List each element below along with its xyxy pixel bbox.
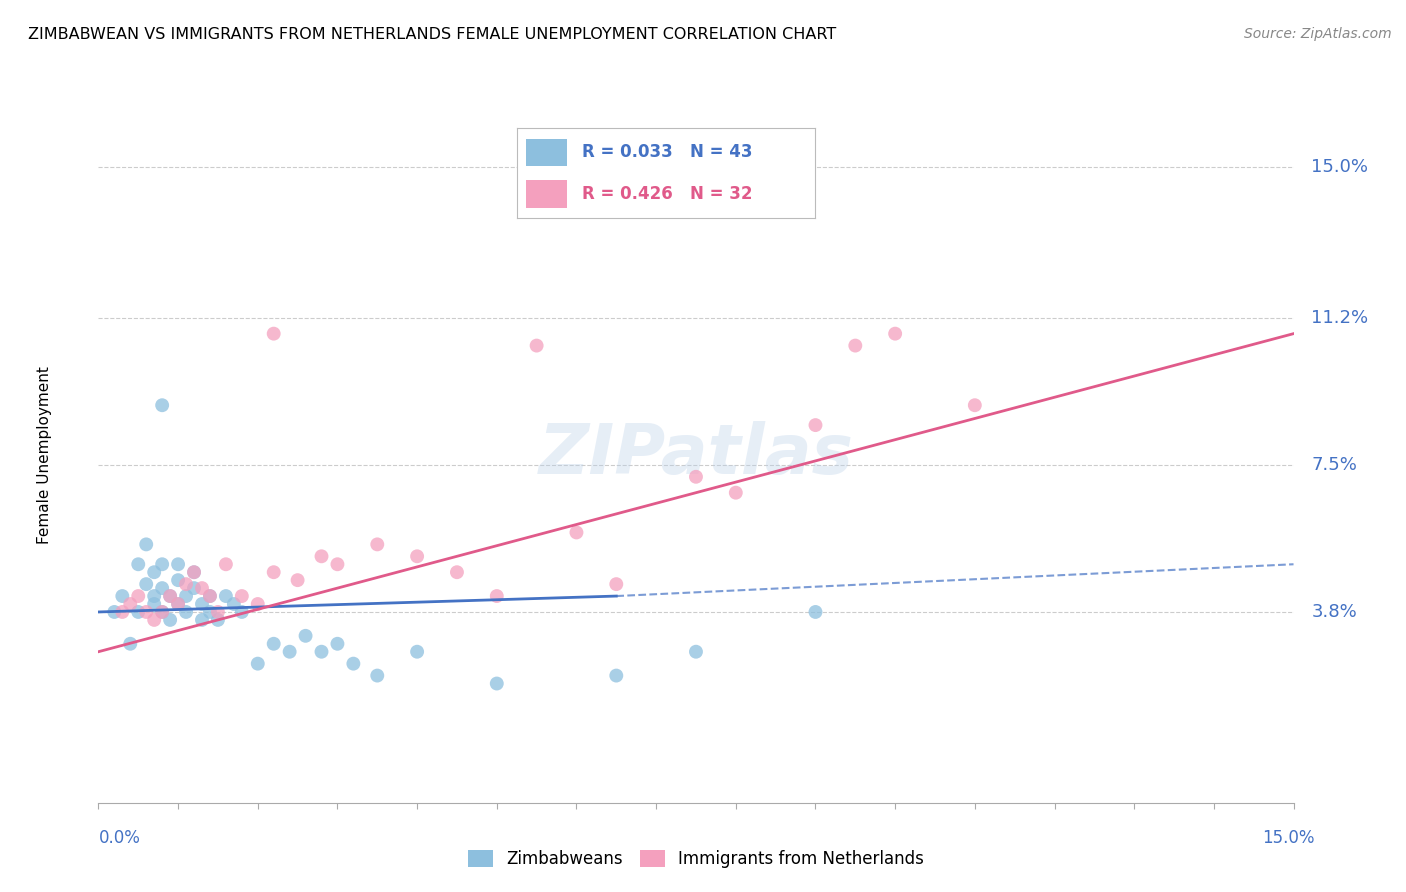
Point: [167, 558, 190, 572]
Point: [143, 597, 166, 611]
Text: 3.8%: 3.8%: [1312, 603, 1357, 621]
Text: ZIMBABWEAN VS IMMIGRANTS FROM NETHERLANDS FEMALE UNEMPLOYMENT CORRELATION CHART: ZIMBABWEAN VS IMMIGRANTS FROM NETHERLAND…: [28, 27, 837, 42]
Point: [366, 537, 388, 551]
Point: [311, 549, 333, 564]
Point: [198, 589, 221, 603]
Point: [150, 398, 173, 412]
Point: [406, 549, 429, 564]
Point: [263, 637, 285, 651]
Point: [135, 605, 157, 619]
Point: [174, 605, 197, 619]
Point: [231, 589, 253, 603]
Point: [963, 398, 986, 412]
Point: [685, 645, 707, 659]
Point: [231, 605, 253, 619]
Point: [191, 581, 214, 595]
Point: [111, 605, 134, 619]
Point: [191, 597, 214, 611]
Point: [685, 470, 707, 484]
Point: [198, 589, 221, 603]
Point: [406, 645, 429, 659]
Point: [222, 597, 245, 611]
Point: [150, 558, 173, 572]
Point: [246, 657, 269, 671]
Point: [326, 558, 349, 572]
Point: [485, 676, 508, 690]
Point: [724, 485, 747, 500]
Point: [183, 565, 205, 579]
Point: [143, 613, 166, 627]
Point: [167, 597, 190, 611]
Point: [135, 577, 157, 591]
Text: 11.2%: 11.2%: [1312, 309, 1368, 326]
Point: [294, 629, 316, 643]
Point: [191, 613, 214, 627]
Point: [844, 338, 866, 352]
Point: [174, 589, 197, 603]
Point: [446, 565, 468, 579]
Point: [287, 573, 309, 587]
Point: [526, 338, 548, 352]
Point: [159, 589, 181, 603]
Point: [167, 597, 190, 611]
Point: [183, 565, 205, 579]
Point: [263, 326, 285, 341]
Text: 7.5%: 7.5%: [1312, 456, 1357, 474]
Point: [311, 645, 333, 659]
Point: [485, 589, 508, 603]
Point: [605, 577, 627, 591]
Point: [159, 589, 181, 603]
Point: [207, 605, 229, 619]
Point: [143, 565, 166, 579]
Text: ZIPatlas: ZIPatlas: [538, 421, 853, 489]
Point: [263, 565, 285, 579]
Point: [111, 589, 134, 603]
Point: [159, 613, 181, 627]
Point: [884, 326, 907, 341]
Text: 15.0%: 15.0%: [1263, 829, 1315, 847]
Point: [804, 418, 827, 433]
Point: [150, 605, 173, 619]
Point: [605, 668, 627, 682]
Point: [135, 537, 157, 551]
Point: [150, 605, 173, 619]
Point: [326, 637, 349, 651]
Point: [143, 589, 166, 603]
Point: [174, 577, 197, 591]
Point: [120, 637, 142, 651]
Text: Female Unemployment: Female Unemployment: [37, 366, 52, 544]
Text: 0.0%: 0.0%: [98, 829, 141, 847]
Text: Source: ZipAtlas.com: Source: ZipAtlas.com: [1244, 27, 1392, 41]
Point: [103, 605, 125, 619]
Point: [804, 605, 827, 619]
Point: [278, 645, 301, 659]
Point: [198, 605, 221, 619]
Point: [215, 589, 238, 603]
Point: [127, 605, 149, 619]
Point: [127, 589, 149, 603]
Point: [342, 657, 364, 671]
Point: [215, 558, 238, 572]
Point: [246, 597, 269, 611]
Point: [565, 525, 588, 540]
Legend: Zimbabweans, Immigrants from Netherlands: Zimbabweans, Immigrants from Netherlands: [461, 843, 931, 874]
Point: [167, 573, 190, 587]
Point: [366, 668, 388, 682]
Point: [207, 613, 229, 627]
Point: [120, 597, 142, 611]
Text: 15.0%: 15.0%: [1312, 158, 1368, 176]
Point: [150, 581, 173, 595]
Point: [127, 558, 149, 572]
Point: [183, 581, 205, 595]
